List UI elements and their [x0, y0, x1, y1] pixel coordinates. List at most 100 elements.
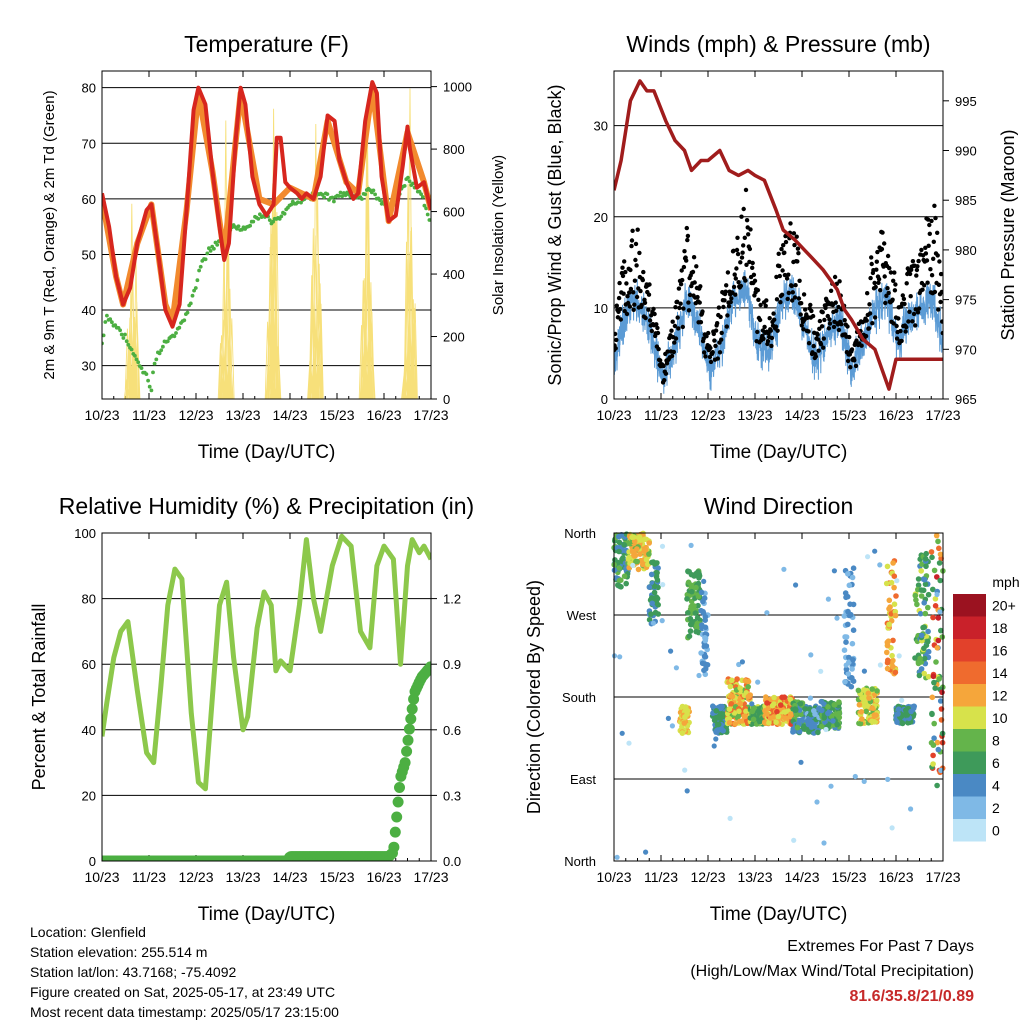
gust-point — [686, 300, 691, 305]
gust-point — [872, 280, 877, 286]
direction-point — [856, 702, 863, 708]
gust-point — [624, 281, 629, 286]
gust-point — [874, 259, 879, 264]
gust-point — [637, 250, 642, 256]
gust-point — [742, 235, 747, 240]
dewpoint-point — [371, 188, 376, 193]
direction-point — [655, 602, 661, 608]
direction-point — [916, 672, 923, 679]
direction-point — [688, 542, 694, 549]
direction-point — [736, 708, 742, 715]
direction-point — [742, 713, 748, 720]
gust-point — [899, 338, 904, 344]
direction-point — [884, 563, 891, 570]
direction-point — [931, 679, 937, 686]
gust-point — [624, 311, 630, 317]
direction-point — [734, 676, 740, 682]
direction-point — [773, 719, 779, 726]
gust-point — [894, 323, 899, 329]
gust-point — [728, 299, 733, 305]
station-elevation: Station elevation: 255.514 m — [30, 944, 208, 960]
gust-point — [731, 248, 736, 253]
dewpoint-point — [332, 199, 336, 204]
direction-point — [728, 701, 735, 707]
gust-point — [813, 354, 819, 359]
gust-point — [853, 363, 859, 369]
gust-point — [719, 330, 724, 336]
wind-data — [614, 79, 943, 394]
wind-ytick-right-label: 975 — [955, 293, 977, 308]
colorbar-swatch — [953, 594, 986, 617]
gust-point — [665, 349, 670, 354]
temp-panel: Temperature (F) Time (Day/UTC) 10/23 11/23 1… — [41, 31, 507, 463]
direction-point — [631, 538, 638, 545]
gust-point — [815, 332, 820, 337]
dewpoint-point — [267, 218, 272, 223]
direction-point — [687, 628, 694, 634]
direction-point — [939, 689, 945, 696]
direction-point — [929, 694, 936, 701]
direction-point — [630, 562, 636, 569]
precip-point — [394, 782, 405, 793]
dewpoint-point — [330, 195, 335, 200]
direction-point — [689, 606, 695, 612]
gust-point — [931, 256, 936, 261]
colorbar-swatch — [953, 796, 986, 819]
gust-point — [662, 378, 667, 383]
gust-point — [752, 278, 758, 283]
direction-point — [936, 676, 942, 682]
gust-point — [833, 300, 838, 305]
gust-point — [796, 251, 801, 256]
gust-point — [878, 288, 883, 293]
gust-point — [935, 253, 940, 258]
direction-point — [635, 566, 642, 573]
gust-point — [695, 294, 700, 300]
dewpoint-point — [340, 194, 345, 199]
gust-point — [866, 326, 872, 331]
gust-point — [908, 294, 913, 299]
gust-point — [725, 313, 730, 318]
direction-point — [685, 610, 691, 616]
rh-xlabel: Time (Day/UTC) — [198, 904, 336, 925]
dewpoint-point — [236, 224, 241, 229]
rh-xtick-label: 11/23 — [132, 869, 166, 885]
direction-point — [931, 567, 938, 574]
gust-point — [932, 203, 937, 208]
direction-point — [906, 745, 913, 751]
gust-point — [740, 250, 745, 255]
gust-point — [642, 300, 648, 305]
gust-point — [719, 337, 724, 342]
direction-point — [921, 670, 927, 677]
wind-ytick-right-label: 995 — [955, 94, 977, 109]
gust-point — [933, 215, 938, 221]
gust-point — [679, 268, 684, 273]
direction-point — [917, 655, 923, 662]
direction-point — [934, 782, 940, 789]
direction-point — [616, 565, 623, 571]
gust-point — [698, 320, 704, 325]
gust-point — [776, 251, 781, 256]
gust-point — [867, 311, 873, 316]
gust-point — [646, 307, 651, 312]
gust-point — [773, 324, 779, 329]
precip-point — [389, 826, 401, 838]
direction-point — [701, 578, 707, 585]
direction-point — [742, 678, 749, 684]
direction-point — [654, 570, 660, 576]
dewpoint-point — [258, 212, 262, 217]
wind-ylabel-left: Sonic/Prop Wind & Gust (Blue, Black) — [545, 84, 565, 385]
gust-point — [786, 290, 791, 296]
gust-point — [876, 280, 881, 285]
dewpoint-point — [338, 190, 343, 195]
direction-point — [891, 573, 898, 579]
colorbar-swatch — [953, 661, 986, 684]
colorbar-level: 14 — [992, 665, 1008, 681]
gust-point — [811, 343, 816, 349]
gust-point — [747, 246, 753, 252]
gust-point — [723, 289, 728, 294]
direction-point — [831, 702, 838, 708]
dewpoint-point — [124, 339, 129, 344]
direction-point — [918, 587, 925, 593]
gust-point — [869, 261, 874, 267]
station-location: Location: Glenfield — [30, 924, 146, 940]
